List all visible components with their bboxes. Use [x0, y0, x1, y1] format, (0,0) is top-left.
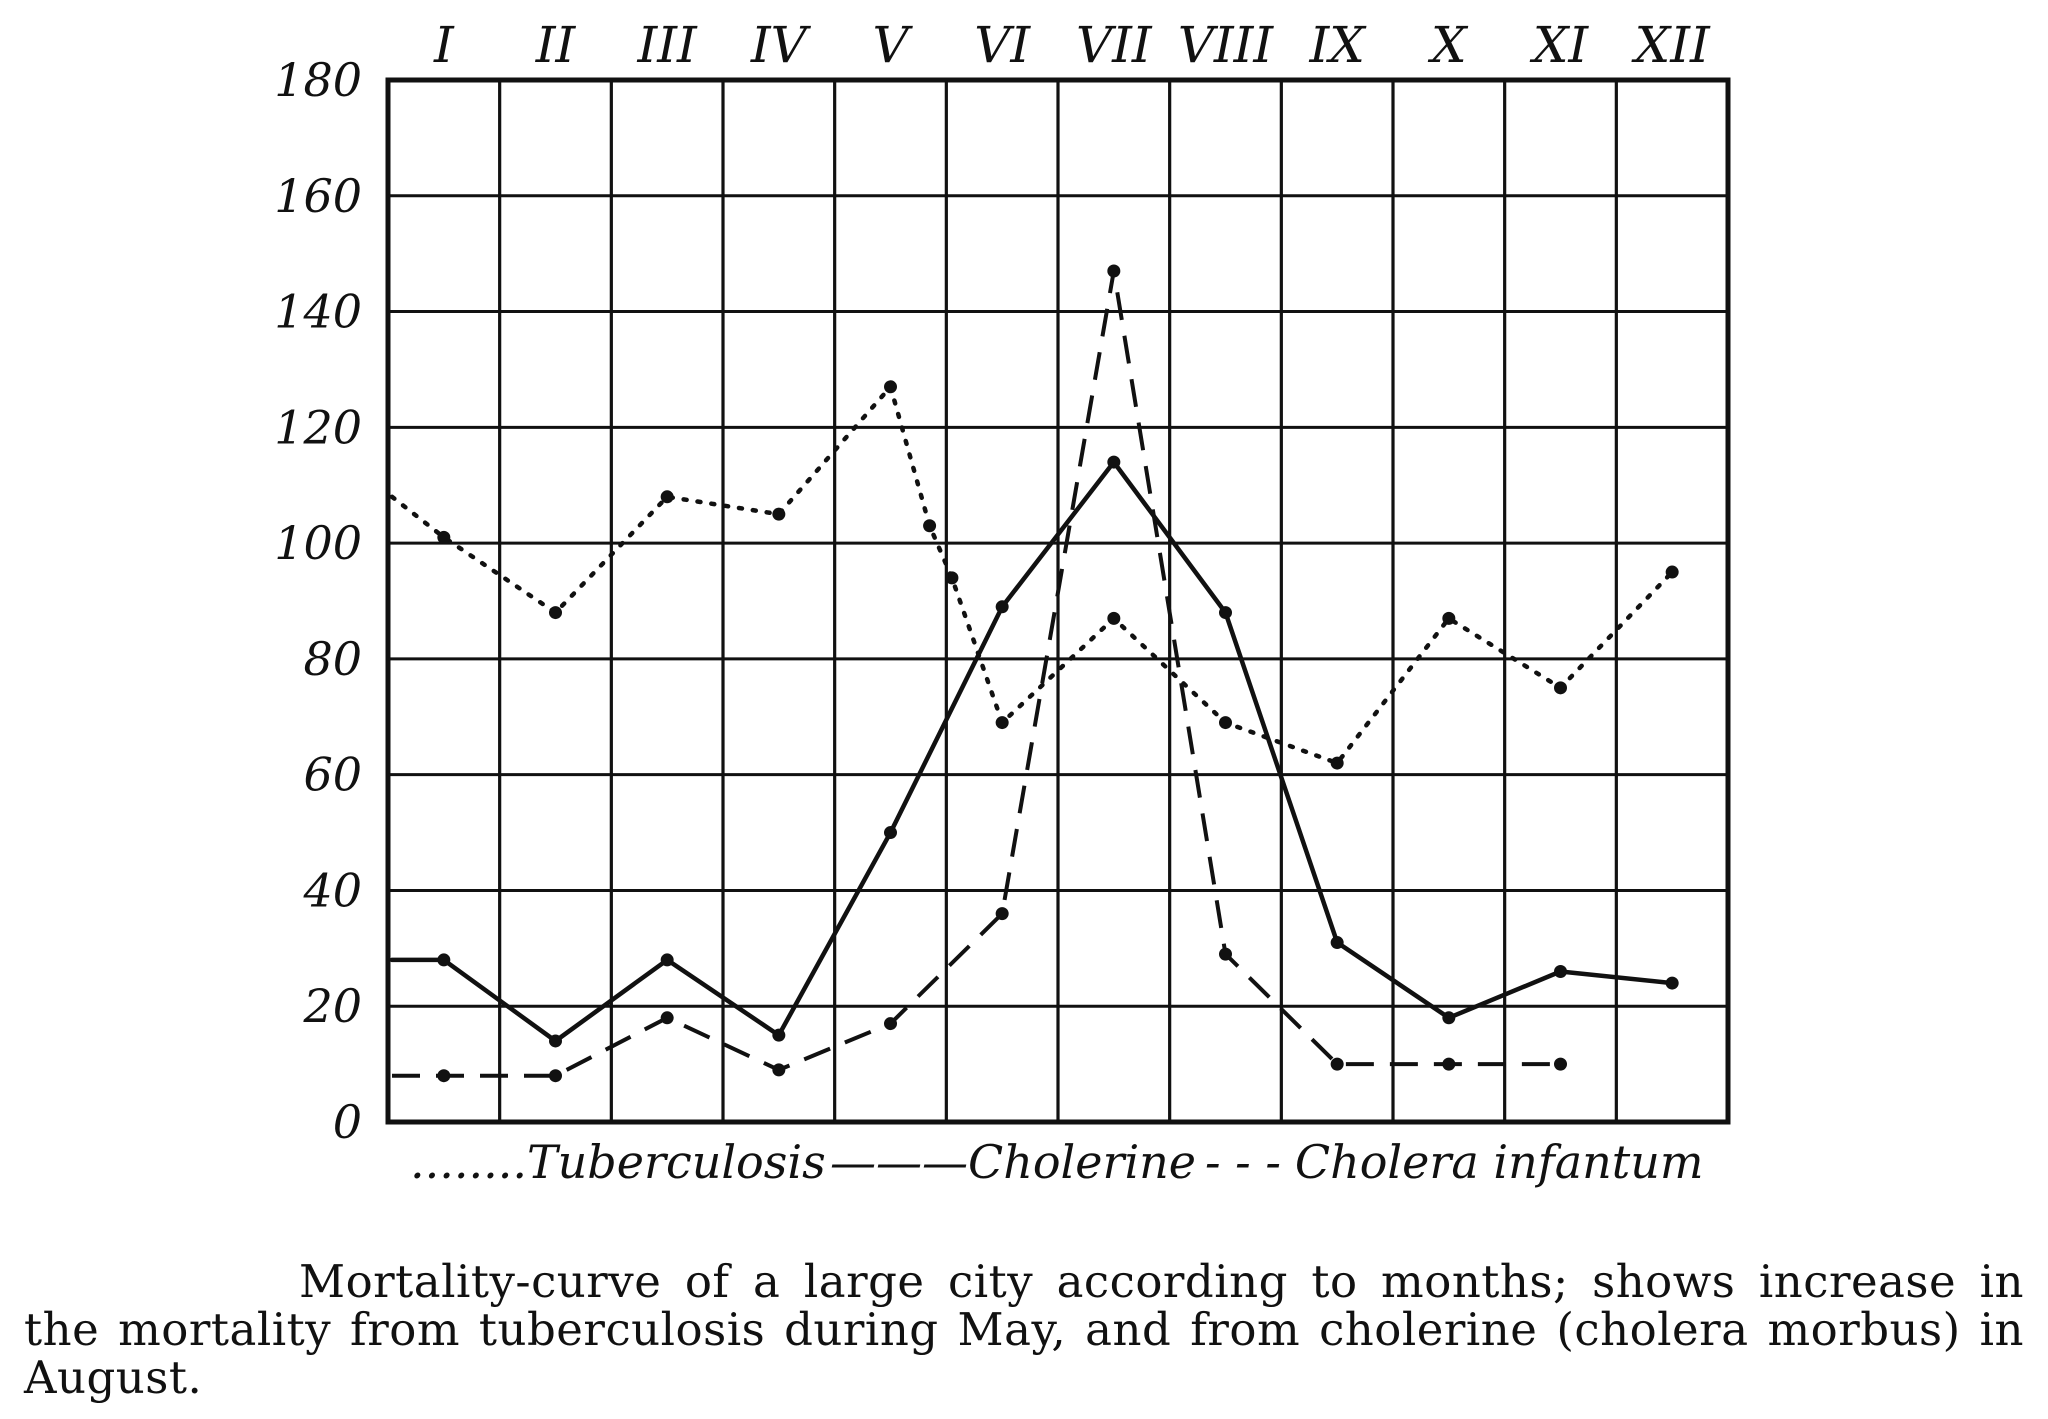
data-point-cholerine: [549, 1034, 562, 1048]
data-point-tuberculosis: [995, 716, 1009, 730]
data-point-cholerine: [995, 600, 1009, 614]
y-axis-tick-labels: 0 20 40 60 80 100 120 140 160 180: [274, 53, 362, 1149]
y-tick-label: 160: [274, 169, 362, 223]
legend-tuberculosis: ........Tuberculosis: [410, 1135, 826, 1189]
data-point-cholera-infantum: [995, 907, 1009, 921]
legend-cholera-infantum-marker: - - -: [1205, 1135, 1281, 1189]
grid: [385, 77, 1731, 1125]
data-point-cholera-infantum: [1554, 1057, 1567, 1071]
series-lines: [389, 264, 1679, 1083]
legend-cholerine-marker: ———: [830, 1135, 968, 1189]
data-point-cholera-infantum: [549, 1069, 562, 1083]
legend-cholera-infantum-label: Cholera infantum: [1295, 1135, 1704, 1189]
month-label: IV: [750, 16, 812, 74]
data-point-cholerine: [1665, 976, 1679, 990]
month-label: XII: [1631, 16, 1711, 74]
y-tick-label: 180: [274, 53, 362, 107]
month-label: V: [872, 16, 913, 74]
data-point-tuberculosis: [1665, 565, 1679, 579]
y-tick-label: 140: [274, 285, 362, 339]
month-label: VIII: [1178, 16, 1275, 74]
data-point-tuberculosis: [549, 606, 562, 620]
data-point-tuberculosis: [660, 490, 674, 504]
data-point-cholerine: [1219, 606, 1232, 620]
data-point-cholera-infantum: [1107, 264, 1121, 278]
data-point-tuberculosis: [1554, 681, 1567, 695]
data-point-tuberculosis: [1107, 611, 1121, 625]
legend-cholera-infantum: - - - Cholera infantum: [1205, 1135, 1704, 1189]
y-tick-label: 100: [274, 516, 362, 570]
data-point-cholera-infantum: [1219, 947, 1232, 961]
series-line-cholera-infantum: [392, 269, 1561, 1078]
data-point-cholera-infantum: [884, 1017, 897, 1031]
legend-tuberculosis-marker: ........: [410, 1135, 527, 1189]
data-point-cholerine: [884, 826, 897, 840]
data-point-cholerine: [1330, 936, 1344, 950]
month-label: II: [535, 16, 577, 74]
y-tick-label: 120: [274, 400, 362, 454]
data-point-tuberculosis: [884, 380, 897, 394]
data-point-cholerine: [660, 953, 674, 967]
month-label: X: [1427, 16, 1469, 74]
data-point-tuberculosis: [1219, 716, 1232, 730]
month-label: III: [637, 16, 699, 74]
y-tick-label: 80: [303, 632, 362, 686]
legend-tuberculosis-label: Tuberculosis: [527, 1135, 826, 1189]
legend-cholerine: ———Cholerine: [830, 1135, 1196, 1189]
month-label: I: [433, 16, 455, 74]
data-point-cholerine: [1442, 1011, 1456, 1025]
data-point-cholera-infantum: [1330, 1057, 1344, 1071]
data-point-tuberculosis: [437, 530, 451, 544]
legend-cholerine-label: Cholerine: [968, 1135, 1196, 1189]
data-point-cholera-infantum: [772, 1063, 786, 1077]
month-label: VI: [974, 16, 1031, 74]
month-label: VII: [1076, 16, 1153, 74]
legend: ........Tuberculosis ———Cholerine - - -C…: [410, 1135, 1704, 1189]
data-point-cholera-infantum: [1442, 1057, 1456, 1071]
data-point-cholera-infantum: [437, 1069, 451, 1083]
data-point-cholera-infantum: [660, 1011, 674, 1025]
y-tick-label: 20: [302, 979, 362, 1033]
month-label: IX: [1308, 16, 1367, 74]
y-tick-label: 0: [333, 1095, 362, 1149]
y-tick-label: 60: [303, 748, 362, 802]
figure-caption: Mortality-curve of a large city accordin…: [24, 1255, 2024, 1404]
data-point-tuberculosis: [1330, 756, 1344, 770]
data-point-tuberculosis: [945, 571, 959, 585]
month-label: XI: [1529, 16, 1590, 74]
data-point-tuberculosis: [1442, 611, 1456, 625]
data-point-cholerine: [772, 1028, 786, 1042]
x-axis-month-labels: I II III IV V VI VII VIII IX X XI XII: [433, 16, 1711, 74]
data-point-cholerine: [437, 953, 451, 967]
data-point-cholerine: [1554, 964, 1567, 978]
data-point-tuberculosis: [772, 507, 786, 521]
y-tick-label: 40: [302, 863, 362, 917]
series-line-tuberculosis: [389, 384, 1675, 766]
data-point-cholerine: [1107, 455, 1121, 469]
data-point-tuberculosis: [923, 519, 937, 533]
